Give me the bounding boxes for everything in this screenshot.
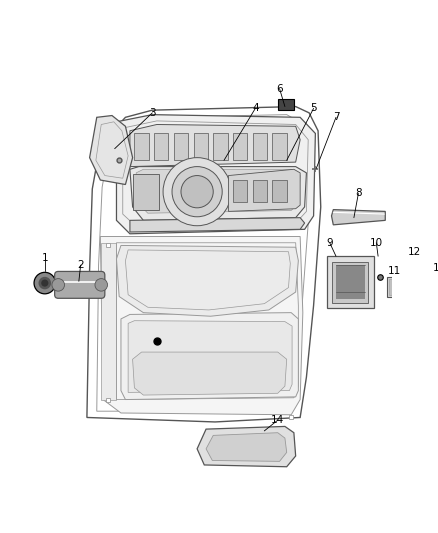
Polygon shape: [130, 217, 304, 232]
Polygon shape: [87, 107, 321, 422]
Polygon shape: [233, 180, 247, 203]
Text: 6: 6: [276, 84, 283, 94]
Text: 9: 9: [326, 238, 333, 248]
Polygon shape: [272, 133, 287, 160]
Text: 10: 10: [370, 238, 383, 248]
Polygon shape: [174, 133, 188, 160]
Polygon shape: [117, 245, 298, 316]
Text: 3: 3: [149, 108, 155, 118]
Bar: [327, 256, 374, 308]
Text: 11: 11: [388, 266, 401, 277]
Polygon shape: [332, 209, 385, 225]
Bar: [387, 277, 403, 296]
Polygon shape: [134, 133, 149, 160]
Polygon shape: [90, 116, 133, 184]
Circle shape: [172, 167, 222, 217]
Polygon shape: [253, 133, 267, 160]
Polygon shape: [206, 433, 287, 462]
Polygon shape: [133, 352, 287, 395]
Polygon shape: [130, 125, 300, 167]
Bar: [389, 279, 401, 295]
Polygon shape: [253, 180, 267, 203]
Polygon shape: [408, 268, 430, 296]
Circle shape: [181, 175, 213, 208]
Polygon shape: [213, 133, 228, 160]
Text: 8: 8: [355, 189, 362, 198]
Circle shape: [163, 158, 231, 226]
Polygon shape: [101, 243, 117, 400]
Text: 2: 2: [78, 260, 84, 270]
Polygon shape: [233, 133, 247, 160]
Text: 7: 7: [333, 112, 339, 122]
Polygon shape: [136, 169, 300, 213]
Polygon shape: [130, 167, 307, 220]
Polygon shape: [197, 426, 296, 467]
Polygon shape: [128, 321, 292, 392]
Polygon shape: [117, 115, 315, 234]
Circle shape: [52, 279, 64, 291]
Text: 1: 1: [42, 253, 48, 263]
Polygon shape: [100, 237, 303, 415]
Polygon shape: [229, 169, 300, 212]
Bar: [278, 99, 294, 110]
Circle shape: [39, 277, 51, 289]
Text: 5: 5: [310, 103, 317, 114]
Circle shape: [41, 279, 48, 287]
Polygon shape: [194, 133, 208, 160]
Circle shape: [34, 272, 56, 294]
Text: 12: 12: [408, 247, 421, 257]
Polygon shape: [133, 174, 159, 209]
Polygon shape: [154, 133, 169, 160]
Bar: [332, 262, 368, 303]
Polygon shape: [272, 180, 287, 203]
Text: 4: 4: [252, 103, 259, 114]
Polygon shape: [121, 313, 298, 400]
Bar: [336, 265, 365, 299]
Circle shape: [95, 279, 107, 291]
FancyBboxPatch shape: [55, 271, 105, 298]
Text: 13: 13: [432, 263, 438, 273]
Text: 14: 14: [271, 415, 284, 425]
